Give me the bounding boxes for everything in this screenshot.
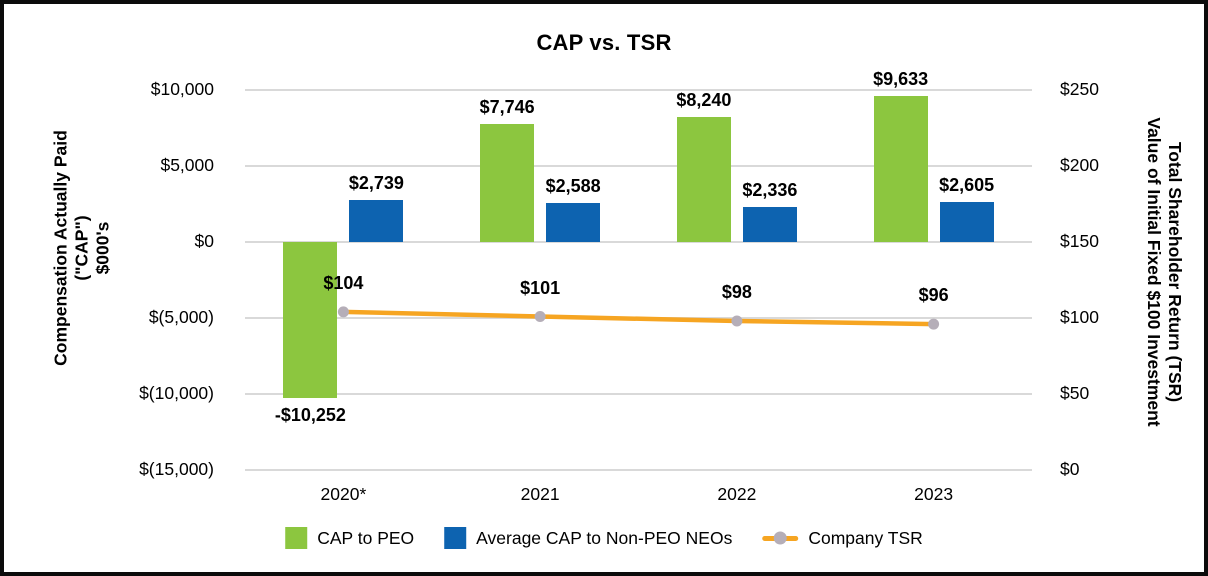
- gridline: [245, 393, 1032, 395]
- bar-cap-to-peo: [676, 116, 731, 242]
- left-axis-tick-label: $(15,000): [139, 459, 214, 479]
- company-tsr-dot-icon: [773, 531, 787, 545]
- bar-cap-to-peo: [480, 124, 535, 242]
- bar-cap-to-peo: [873, 95, 928, 242]
- bar-non-peo-neos: [546, 202, 601, 242]
- tsr-data-point: [928, 318, 940, 330]
- x-axis-label: 2020*: [320, 484, 367, 504]
- bar-value-label: $2,588: [545, 175, 601, 196]
- tsr-data-point: [731, 315, 743, 327]
- bar-non-peo-neos: [742, 206, 797, 242]
- x-axis-label: 2022: [717, 484, 757, 504]
- left-axis-tick-label: $5,000: [160, 155, 214, 175]
- legend-label-company-tsr: Company TSR: [808, 527, 923, 548]
- bar-value-label: $8,240: [676, 89, 732, 110]
- bar-value-label: $2,605: [939, 175, 995, 196]
- tsr-data-point: [534, 311, 546, 322]
- right-axis-tick-label: $100: [1060, 307, 1099, 327]
- tsr-value-label: $101: [520, 277, 561, 298]
- tsr-value-label: $96: [918, 285, 949, 306]
- company-tsr-line-marker-icon: [762, 531, 799, 545]
- bar-value-label: $2,336: [742, 179, 798, 200]
- bar-value-label: $7,746: [479, 97, 535, 118]
- bar-non-peo-neos: [939, 202, 994, 242]
- legend: CAP to PEO Average CAP to Non-PEO NEOs C…: [285, 527, 923, 549]
- bar-value-label: $9,633: [873, 68, 929, 89]
- bar-cap-to-peo: [283, 242, 338, 398]
- right-axis-tick-label: $250: [1060, 79, 1099, 99]
- tsr-data-point: [337, 306, 349, 318]
- tsr-value-label: $98: [721, 282, 752, 302]
- right-axis-tick-label: $200: [1060, 155, 1099, 175]
- gridline: [245, 469, 1032, 471]
- gridline: [245, 89, 1032, 91]
- chart-title: CAP vs. TSR: [536, 30, 672, 55]
- tsr-value-label: $104: [323, 272, 364, 293]
- right-axis-tick-label: $150: [1060, 231, 1099, 251]
- bar-value-label: $2,739: [348, 173, 404, 194]
- legend-item-company-tsr: Company TSR: [762, 527, 923, 549]
- x-axis-label: 2021: [520, 484, 560, 504]
- legend-item-non-peo-neos: Average CAP to Non-PEO NEOs: [444, 527, 732, 549]
- tsr-line: [343, 309, 934, 327]
- legend-item-cap-to-peo: CAP to PEO: [285, 527, 414, 549]
- right-axis-tick-label: $50: [1060, 383, 1090, 403]
- gridline: [245, 165, 1032, 167]
- cap-to-peo-swatch-icon: [285, 527, 308, 549]
- legend-label-non-peo-neos: Average CAP to Non-PEO NEOs: [476, 527, 733, 548]
- right-axis-tick-label: $0: [1060, 459, 1080, 479]
- left-axis-tick-label: $(5,000): [148, 307, 214, 327]
- legend-label-cap-to-peo: CAP to PEO: [317, 527, 415, 548]
- x-axis-label: 2023: [914, 484, 954, 504]
- left-axis-tick-label: $(10,000): [139, 383, 214, 403]
- gridline: [245, 241, 1032, 243]
- left-axis-tick-label: $0: [194, 231, 214, 251]
- bar-value-label: -$10,252: [274, 404, 346, 425]
- bar-non-peo-neos: [349, 200, 404, 242]
- left-axis-tick-label: $10,000: [150, 79, 214, 99]
- non-peo-neos-swatch-icon: [444, 527, 467, 549]
